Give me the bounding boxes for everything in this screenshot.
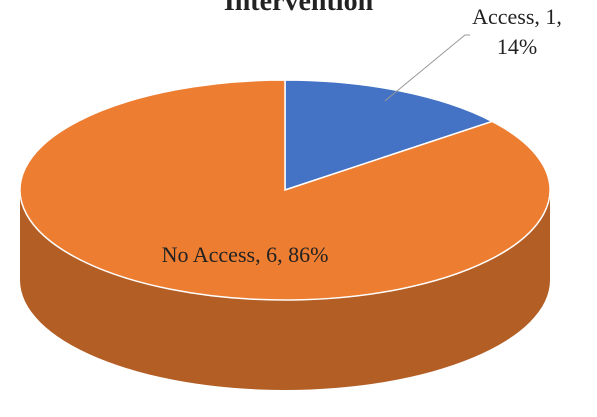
data-label: Access, 1, 14% xyxy=(472,4,562,59)
leader-line xyxy=(384,34,470,102)
chart-title: Intervention xyxy=(223,0,374,17)
slice-side xyxy=(20,190,550,390)
slice xyxy=(284,79,495,192)
data-label: No Access, 6, 86% xyxy=(161,242,329,267)
slice xyxy=(19,79,551,301)
